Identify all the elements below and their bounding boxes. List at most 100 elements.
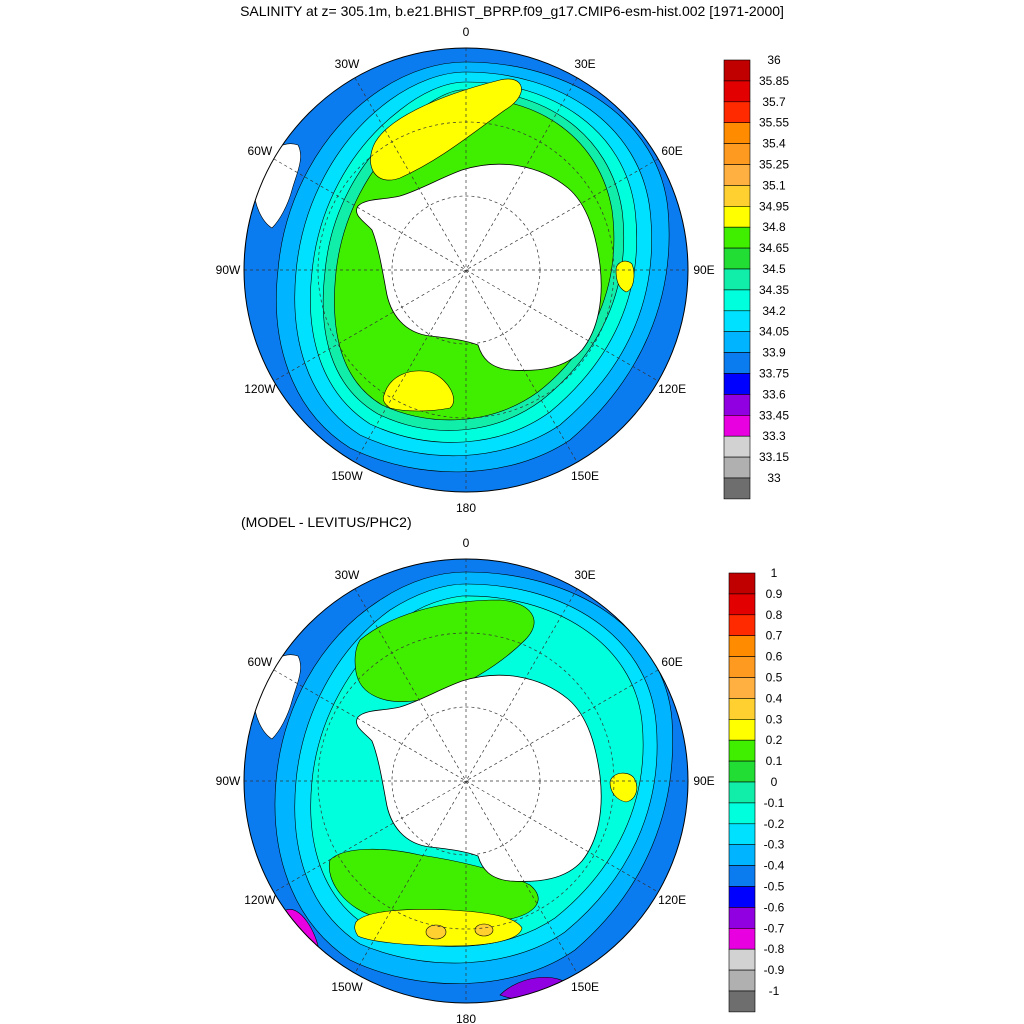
colorbar-tick-label: -0.3	[764, 838, 785, 852]
diff-max-indian	[609, 772, 638, 803]
colorbar-swatch	[723, 373, 751, 395]
longitude-label: 180	[456, 1012, 476, 1024]
longitude-label: 150E	[571, 980, 599, 994]
difference-colorbar: 1 0.9 0.8 0.7 0.6 0.5 0.4 0.3 0.2 0.1 0 -0.1 -0.2 -0.…	[728, 566, 785, 1013]
colorbar-tick-label: 34.8	[762, 220, 786, 234]
colorbar-swatch	[723, 331, 751, 353]
colorbar-tick-label: 35.4	[762, 137, 786, 151]
colorbar-tick-label: 34.2	[762, 304, 786, 318]
colorbar-swatch	[723, 247, 751, 270]
salinity-max-indian	[615, 260, 635, 293]
colorbar-tick-label: -0.2	[764, 817, 785, 831]
colorbar-tick-label: 0.1	[766, 754, 783, 768]
longitude-label: 60E	[661, 144, 682, 158]
colorbar-tick-label: 33.15	[759, 450, 789, 464]
longitude-label: 60E	[661, 655, 682, 669]
colorbar-tick-label: 35.25	[759, 158, 789, 172]
diff-max-cell-2	[474, 923, 494, 937]
colorbar-swatch	[723, 101, 751, 124]
colorbar-swatch	[723, 143, 751, 165]
longitude-label: 30E	[574, 568, 595, 582]
colorbar-swatch	[728, 886, 756, 908]
antarctica-land-bottom	[356, 674, 602, 882]
colorbar-tick-label: 33.6	[762, 387, 786, 401]
colorbar-swatch	[728, 802, 756, 825]
colorbar-swatch	[728, 677, 756, 699]
longitude-label: 30W	[335, 568, 360, 582]
longitude-label: 30W	[335, 57, 360, 71]
colorbar-swatch	[728, 907, 756, 929]
colorbar-tick-label: 0.7	[766, 629, 783, 643]
colorbar-swatch	[728, 718, 756, 741]
colorbar-tick-label: -0.6	[764, 900, 785, 914]
longitude-label: 90W	[216, 263, 241, 277]
longitude-label: 120W	[244, 382, 276, 396]
longitude-label: 90W	[216, 774, 241, 788]
salinity-max-atlantic	[370, 78, 522, 181]
colorbar-swatch	[723, 394, 751, 416]
diff-contour-0	[354, 599, 535, 702]
colorbar-swatch	[723, 164, 751, 186]
colorbar-swatch	[728, 760, 756, 783]
colorbar-tick-label: 0.8	[766, 608, 783, 622]
colorbar-swatch	[723, 206, 751, 228]
colorbar-tick-label: 0.4	[766, 691, 783, 705]
colorbar-tick-label: 33.9	[762, 346, 786, 360]
longitude-label: 90E	[693, 774, 714, 788]
colorbar-swatch	[728, 635, 756, 657]
colorbar-swatch	[723, 289, 751, 312]
colorbar-tick-label: 34.65	[759, 241, 789, 255]
longitude-label: 60W	[248, 655, 273, 669]
longitude-label: 150W	[331, 980, 363, 994]
colorbar-tick-label: 0.3	[766, 712, 783, 726]
colorbar-swatch	[728, 781, 756, 804]
colorbar-swatch	[723, 310, 751, 332]
colorbar-swatch	[723, 80, 751, 103]
colorbar-tick-label: -1	[769, 984, 780, 998]
colorbar-tick-label: -0.1	[764, 796, 785, 810]
colorbar-tick-label: 0.6	[766, 650, 783, 664]
colorbar-tick-label: 36	[767, 53, 781, 67]
colorbar-tick-label: 35.7	[762, 95, 786, 109]
colorbar-swatch	[723, 268, 751, 291]
colorbar-swatch	[723, 414, 751, 437]
map-boundary-top	[243, 47, 689, 493]
colorbar-tick-label: 0.9	[766, 587, 783, 601]
colorbar-swatch	[728, 823, 756, 845]
salinity-colorbar: 36 35.85 35.7 35.55 35.4 35.25 35.1 34.95 34.8 34…	[723, 53, 789, 500]
colorbar-tick-label: 1	[771, 566, 778, 580]
colorbar-tick-label: 33.75	[759, 367, 789, 381]
colorbar-swatch	[723, 185, 751, 207]
longitude-label: 180	[456, 501, 476, 515]
colorbar-swatch	[723, 226, 751, 249]
colorbar-tick-label: 34.95	[759, 199, 789, 213]
colorbar-tick-label: 34.5	[762, 262, 786, 276]
colorbar-tick-label: 33.45	[759, 408, 789, 422]
colorbar-swatch	[723, 352, 751, 374]
colorbar-swatch	[728, 844, 756, 866]
colorbar-tick-label: 35.1	[762, 178, 786, 192]
longitude-labels-bottom: 0 30E 60E 90E 120E 150E 180 150W 120W 90W 60W 30W	[216, 536, 715, 1024]
colorbar-tick-label: -0.9	[764, 963, 785, 977]
colorbar-swatch	[728, 990, 756, 1013]
graticule-bottom	[244, 559, 688, 1003]
main-title: SALINITY at z= 305.1m, b.e21.BHIST_BPRP.…	[240, 3, 784, 19]
colorbar-swatch	[723, 122, 751, 144]
longitude-label: 150E	[571, 469, 599, 483]
colorbar-tick-label: -0.8	[764, 942, 785, 956]
colorbar-swatch	[728, 948, 756, 971]
colorbar-swatch	[728, 593, 756, 616]
colorbar-swatch	[728, 927, 756, 950]
colorbar-tick-label: -0.4	[764, 859, 785, 873]
colorbar-swatch	[728, 656, 756, 678]
colorbar-tick-label: 34.05	[759, 325, 789, 339]
longitude-label: 150W	[331, 469, 363, 483]
colorbar-tick-label: 33	[767, 471, 781, 485]
longitude-labels-top: 0 30E 60E 90E 120E 150E 180 150W 120W 90W 60W 30W	[216, 25, 715, 515]
longitude-label: 120W	[244, 893, 276, 907]
longitude-label: 90E	[693, 263, 714, 277]
colorbar-swatch	[728, 739, 756, 762]
graticule-top	[244, 48, 688, 492]
colorbar-swatch	[723, 456, 751, 479]
